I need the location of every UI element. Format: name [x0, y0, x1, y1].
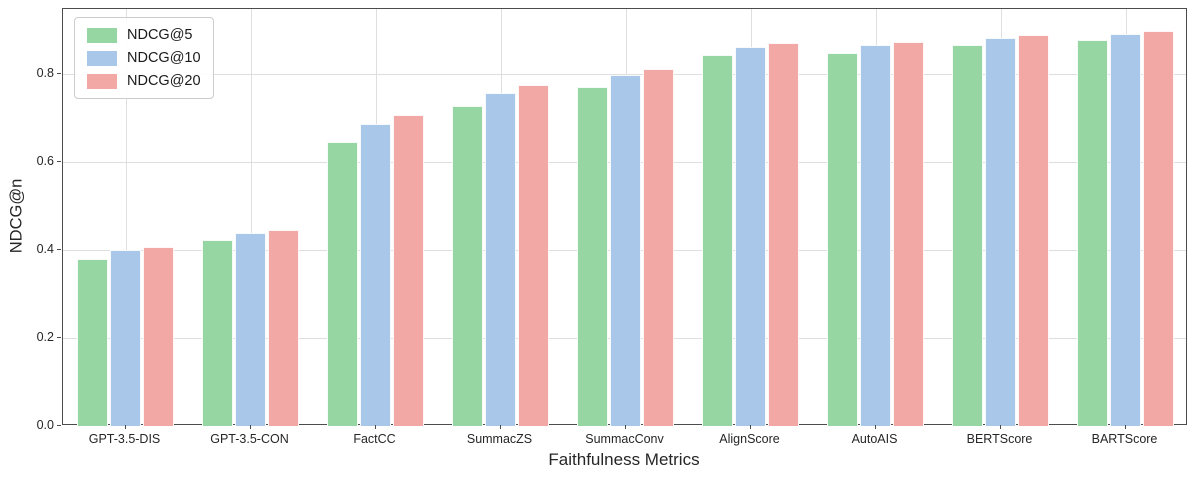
- legend-swatch: [87, 27, 117, 43]
- y-tick-mark: [57, 161, 61, 163]
- legend-item: NDCG@20: [87, 73, 201, 89]
- bar-ndcg-5: [451, 106, 483, 426]
- x-tick-mark: [624, 425, 626, 429]
- legend-label: NDCG@20: [127, 73, 201, 89]
- bar-ndcg-5: [76, 258, 108, 426]
- x-tick-mark: [749, 425, 751, 429]
- y-tick-label: 0.6: [36, 154, 54, 169]
- y-tick-label: 0.0: [36, 418, 54, 432]
- bar-ndcg-10: [235, 233, 266, 426]
- y-tick-label: 0.8: [36, 66, 54, 81]
- x-tick-label: GPT-3.5-DIS: [88, 432, 161, 446]
- y-gridline: [63, 74, 1186, 76]
- x-tick-mark: [999, 425, 1001, 429]
- legend-label: NDCG@5: [127, 27, 193, 43]
- bar-ndcg-5: [826, 53, 858, 426]
- x-gridline: [250, 9, 252, 424]
- bar-ndcg-5: [576, 87, 608, 426]
- bar-ndcg-5: [326, 142, 358, 426]
- bar-ndcg-20: [893, 41, 925, 426]
- x-gridline: [125, 9, 127, 424]
- legend-item: NDCG@5: [87, 27, 201, 43]
- bar-ndcg-10: [860, 45, 891, 426]
- x-tick-mark: [499, 425, 501, 429]
- y-tick-label: 0.4: [36, 242, 54, 257]
- y-tick-mark: [57, 337, 61, 339]
- bar-ndcg-10: [1110, 33, 1141, 426]
- bar-ndcg-10: [610, 75, 641, 426]
- bar-ndcg-5: [701, 55, 733, 426]
- bar-ndcg-20: [393, 114, 425, 426]
- legend-label: NDCG@10: [127, 50, 201, 66]
- bar-ndcg-20: [518, 84, 550, 426]
- bar-ndcg-10: [110, 250, 141, 426]
- plot-area: [62, 8, 1187, 426]
- legend-swatch: [87, 73, 117, 89]
- bar-ndcg-20: [643, 69, 675, 426]
- bar-ndcg-20: [268, 230, 300, 426]
- x-tick-label: BERTScore: [966, 432, 1033, 446]
- bar-ndcg-5: [951, 45, 983, 426]
- x-tick-label: AlignScore: [719, 432, 780, 446]
- x-tick-label: BARTScore: [1091, 432, 1158, 446]
- x-tick-label: SummacConv: [585, 432, 664, 446]
- bar-ndcg-10: [985, 37, 1016, 426]
- x-axis-label: Faithfulness Metrics: [548, 450, 700, 469]
- x-tick-label: GPT-3.5-CON: [210, 432, 289, 446]
- x-tick-label: AutoAIS: [851, 432, 898, 446]
- legend-item: NDCG@10: [87, 50, 201, 66]
- bar-ndcg-10: [735, 46, 766, 426]
- bar-ndcg-20: [1143, 30, 1175, 426]
- bar-ndcg-5: [1076, 40, 1108, 426]
- x-tick-mark: [1124, 425, 1126, 429]
- x-tick-label: FactCC: [353, 432, 396, 446]
- x-tick-label: SummacZS: [466, 432, 533, 446]
- legend-swatch: [87, 50, 117, 66]
- x-tick-mark: [124, 425, 126, 429]
- bar-ndcg-5: [201, 240, 233, 426]
- x-tick-mark: [374, 425, 376, 429]
- bar-ndcg-20: [768, 42, 800, 426]
- y-tick-mark: [57, 249, 61, 251]
- x-tick-mark: [874, 425, 876, 429]
- y-tick-mark: [57, 425, 61, 426]
- bar-ndcg-10: [360, 123, 391, 426]
- bar-ndcg-20: [143, 246, 175, 426]
- bar-ndcg-20: [1018, 34, 1050, 426]
- legend: NDCG@5 NDCG@10 NDCG@20: [74, 17, 214, 99]
- y-tick-label: 0.2: [36, 330, 54, 345]
- y-tick-mark: [57, 73, 61, 75]
- bar-ndcg-10: [485, 92, 516, 426]
- x-tick-mark: [249, 425, 251, 429]
